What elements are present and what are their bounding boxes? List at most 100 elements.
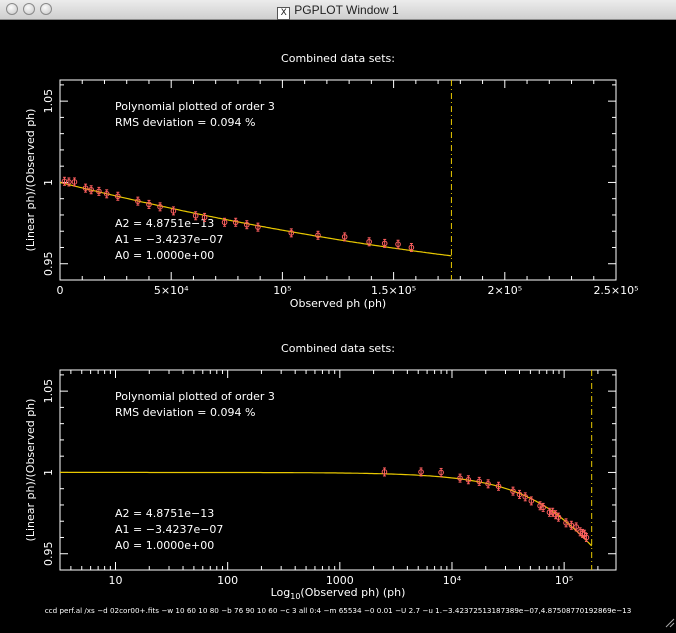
data-point bbox=[201, 212, 208, 222]
data-point bbox=[255, 222, 261, 232]
point-marker bbox=[170, 208, 177, 214]
x-axis-label: Log10(Observed ph) (ph) bbox=[271, 586, 406, 601]
annotation-a2: A2 = 4.8751e−13 bbox=[115, 507, 214, 520]
point-marker bbox=[381, 469, 388, 475]
point-marker bbox=[465, 476, 472, 483]
fit-polyline bbox=[60, 471, 593, 547]
point-marker bbox=[82, 185, 89, 191]
point-marker bbox=[563, 520, 569, 526]
plot-frame bbox=[59, 369, 617, 571]
x-tick-label: 10⁵ bbox=[273, 284, 291, 297]
y-tick-label: 1.05 bbox=[42, 89, 55, 114]
window-title: X PGPLOT Window 1 bbox=[0, 3, 676, 20]
point-marker bbox=[157, 204, 163, 210]
data-point bbox=[232, 217, 239, 227]
data-point bbox=[381, 238, 388, 248]
minimize-button[interactable] bbox=[23, 3, 35, 15]
point-marker bbox=[288, 230, 295, 236]
chart-title: Combined data sets: bbox=[281, 52, 395, 65]
x-tick-labels: 10 100 1000 10⁴ 10⁵ bbox=[109, 574, 574, 587]
y-tick-label: 1.05 bbox=[42, 379, 55, 404]
x-axis-label-sub: 10 bbox=[290, 592, 300, 601]
data-point bbox=[103, 189, 110, 199]
data-point bbox=[66, 177, 72, 187]
resize-grip-icon[interactable] bbox=[663, 616, 675, 628]
point-marker bbox=[71, 179, 78, 185]
data-point bbox=[115, 191, 121, 201]
point-marker bbox=[418, 469, 424, 475]
data-point bbox=[395, 239, 401, 249]
plot-canvas: Combined data sets: 0 5×10⁴ 10⁵ 1.5×10⁵ 2×10… bbox=[0, 20, 676, 629]
point-marker bbox=[485, 481, 491, 487]
data-point bbox=[555, 512, 562, 522]
data-point bbox=[563, 518, 569, 528]
x-tick-label: 1.5×10⁵ bbox=[371, 284, 416, 297]
y-axis-label: (Linear ph)/(Observed ph) bbox=[24, 399, 37, 542]
data-point bbox=[157, 202, 163, 212]
command-line: ccd perf.al /xs −d 02cor00+.fits −w 10 6… bbox=[45, 606, 632, 615]
point-marker bbox=[146, 201, 152, 208]
point-marker bbox=[103, 191, 110, 197]
data-point bbox=[71, 177, 78, 187]
data-point bbox=[583, 532, 590, 542]
data-point bbox=[96, 186, 102, 196]
point-marker bbox=[540, 504, 546, 511]
data-point bbox=[221, 217, 228, 227]
point-marker bbox=[66, 179, 72, 185]
data-point bbox=[366, 237, 372, 247]
data-point bbox=[192, 211, 199, 221]
point-marker bbox=[568, 522, 575, 529]
chart-linear: Combined data sets: 0 5×10⁴ 10⁵ 1.5×10⁵ 2×10… bbox=[24, 52, 639, 310]
point-marker bbox=[221, 219, 228, 226]
point-marker bbox=[528, 498, 535, 504]
data-point bbox=[528, 496, 535, 506]
axis-ticks bbox=[60, 370, 616, 570]
data-point bbox=[146, 199, 152, 209]
point-marker bbox=[546, 509, 553, 516]
x-tick-label: 10⁴ bbox=[443, 574, 462, 587]
point-marker bbox=[341, 234, 348, 240]
annotation-a2: A2 = 4.8751e−13 bbox=[115, 217, 214, 230]
window-title-text: PGPLOT Window 1 bbox=[294, 3, 399, 17]
annotation-a0: A0 = 1.0000e+00 bbox=[115, 249, 214, 262]
data-point bbox=[244, 220, 250, 230]
axis-ticks bbox=[59, 80, 617, 280]
close-button[interactable] bbox=[6, 3, 18, 15]
point-marker bbox=[135, 198, 141, 204]
y-tick-label: 0.95 bbox=[42, 541, 55, 566]
data-points bbox=[381, 467, 590, 542]
point-marker bbox=[516, 491, 523, 498]
x11-icon: X bbox=[277, 7, 291, 20]
x-tick-labels: 0 5×10⁴ 10⁵ 1.5×10⁵ 2×10⁵ 2.5×10⁵ bbox=[57, 284, 639, 297]
window-controls bbox=[6, 3, 52, 15]
y-tick-label: 1 bbox=[42, 179, 55, 186]
chart-log: Combined data sets: 10 100 1000 10⁴ 10⁵ 0.95… bbox=[24, 342, 617, 601]
x-tick-label: 2.5×10⁵ bbox=[593, 284, 638, 297]
point-marker bbox=[381, 240, 388, 247]
zoom-button[interactable] bbox=[40, 3, 52, 15]
point-marker bbox=[201, 214, 208, 221]
point-marker bbox=[583, 534, 590, 541]
data-point bbox=[418, 467, 424, 477]
point-marker bbox=[192, 212, 199, 219]
data-point bbox=[170, 206, 177, 216]
data-point bbox=[381, 467, 388, 477]
data-point bbox=[510, 486, 516, 496]
point-marker bbox=[573, 524, 579, 530]
point-marker bbox=[232, 219, 239, 226]
annotation-poly-order: Polynomial plotted of order 3 bbox=[115, 100, 275, 113]
data-point bbox=[82, 183, 89, 193]
x-axis-label-main: Log bbox=[271, 586, 291, 599]
annotation-poly-order: Polynomial plotted of order 3 bbox=[115, 390, 275, 403]
data-point bbox=[88, 185, 94, 195]
plot-frame bbox=[59, 79, 617, 281]
y-tick-labels: 0.95 1 1.05 bbox=[42, 379, 55, 566]
point-marker bbox=[315, 232, 321, 239]
annotation-a0: A0 = 1.0000e+00 bbox=[115, 539, 214, 552]
fit-curve bbox=[60, 471, 593, 547]
data-point bbox=[573, 522, 579, 532]
title-bar[interactable]: X PGPLOT Window 1 bbox=[0, 0, 676, 20]
point-marker bbox=[96, 188, 102, 195]
x-tick-label: 1000 bbox=[326, 574, 354, 587]
data-point bbox=[315, 230, 321, 240]
